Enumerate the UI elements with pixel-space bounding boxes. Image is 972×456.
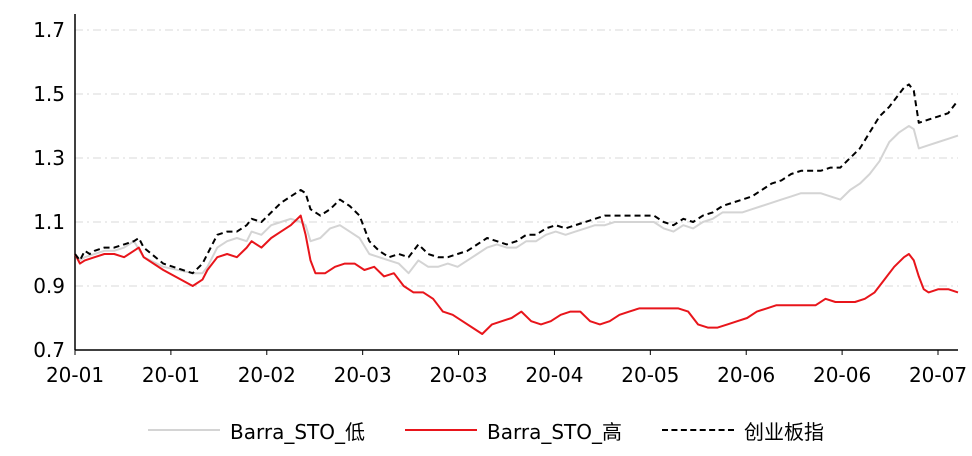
- series-line-2: [74, 83, 959, 275]
- x-tick-label: 20-01: [142, 363, 200, 387]
- legend-swatch-high: [405, 429, 477, 431]
- x-tick-label: 20-02: [238, 363, 296, 387]
- line-chart: 0.70.91.11.31.51.7 20-01 20-01 20-02 20-03 2…: [33, 14, 967, 387]
- legend-item-low: Barra_STO_低: [148, 416, 365, 445]
- x-tick-label: 20-07: [909, 363, 967, 387]
- legend-label-high: Barra_STO_高: [487, 419, 622, 444]
- legend-swatch-low: [148, 429, 221, 431]
- legend-item-index: 创业板指: [661, 416, 824, 445]
- x-tick-label: 20-01: [46, 363, 104, 387]
- y-tick-label: 1.3: [33, 146, 65, 170]
- y-tick-label: 0.9: [33, 274, 65, 298]
- y-tick-label: 0.7: [33, 338, 65, 362]
- axes: [74, 14, 958, 355]
- legend-item-high: Barra_STO_高: [405, 416, 622, 445]
- x-tick-label: 20-06: [813, 363, 871, 387]
- gridlines: [75, 29, 958, 287]
- x-tick-label: 20-04: [525, 363, 583, 387]
- legend: Barra_STO_低 Barra_STO_高 创业板指: [0, 414, 972, 446]
- x-tick-label: 20-06: [717, 363, 775, 387]
- series-line-0: [74, 125, 959, 275]
- series-lines: [74, 83, 959, 335]
- x-tick-label: 20-03: [429, 363, 487, 387]
- y-tick-label: 1.1: [33, 210, 65, 234]
- x-tick-label: 20-05: [621, 363, 679, 387]
- x-tick-label: 20-03: [334, 363, 392, 387]
- series-line-1: [74, 214, 959, 335]
- x-tick-labels: 20-01 20-01 20-02 20-03 20-03 20-04 20-05 20-06…: [46, 363, 967, 387]
- legend-label-low: Barra_STO_低: [230, 419, 365, 444]
- legend-swatch-index: [661, 429, 734, 431]
- y-tick-label: 1.5: [33, 82, 65, 106]
- y-tick-labels: 0.7 0.9 1.1 1.3 1.5 1.7: [33, 18, 65, 362]
- legend-label-index: 创业板指: [743, 419, 824, 444]
- y-tick-label: 1.7: [33, 18, 65, 42]
